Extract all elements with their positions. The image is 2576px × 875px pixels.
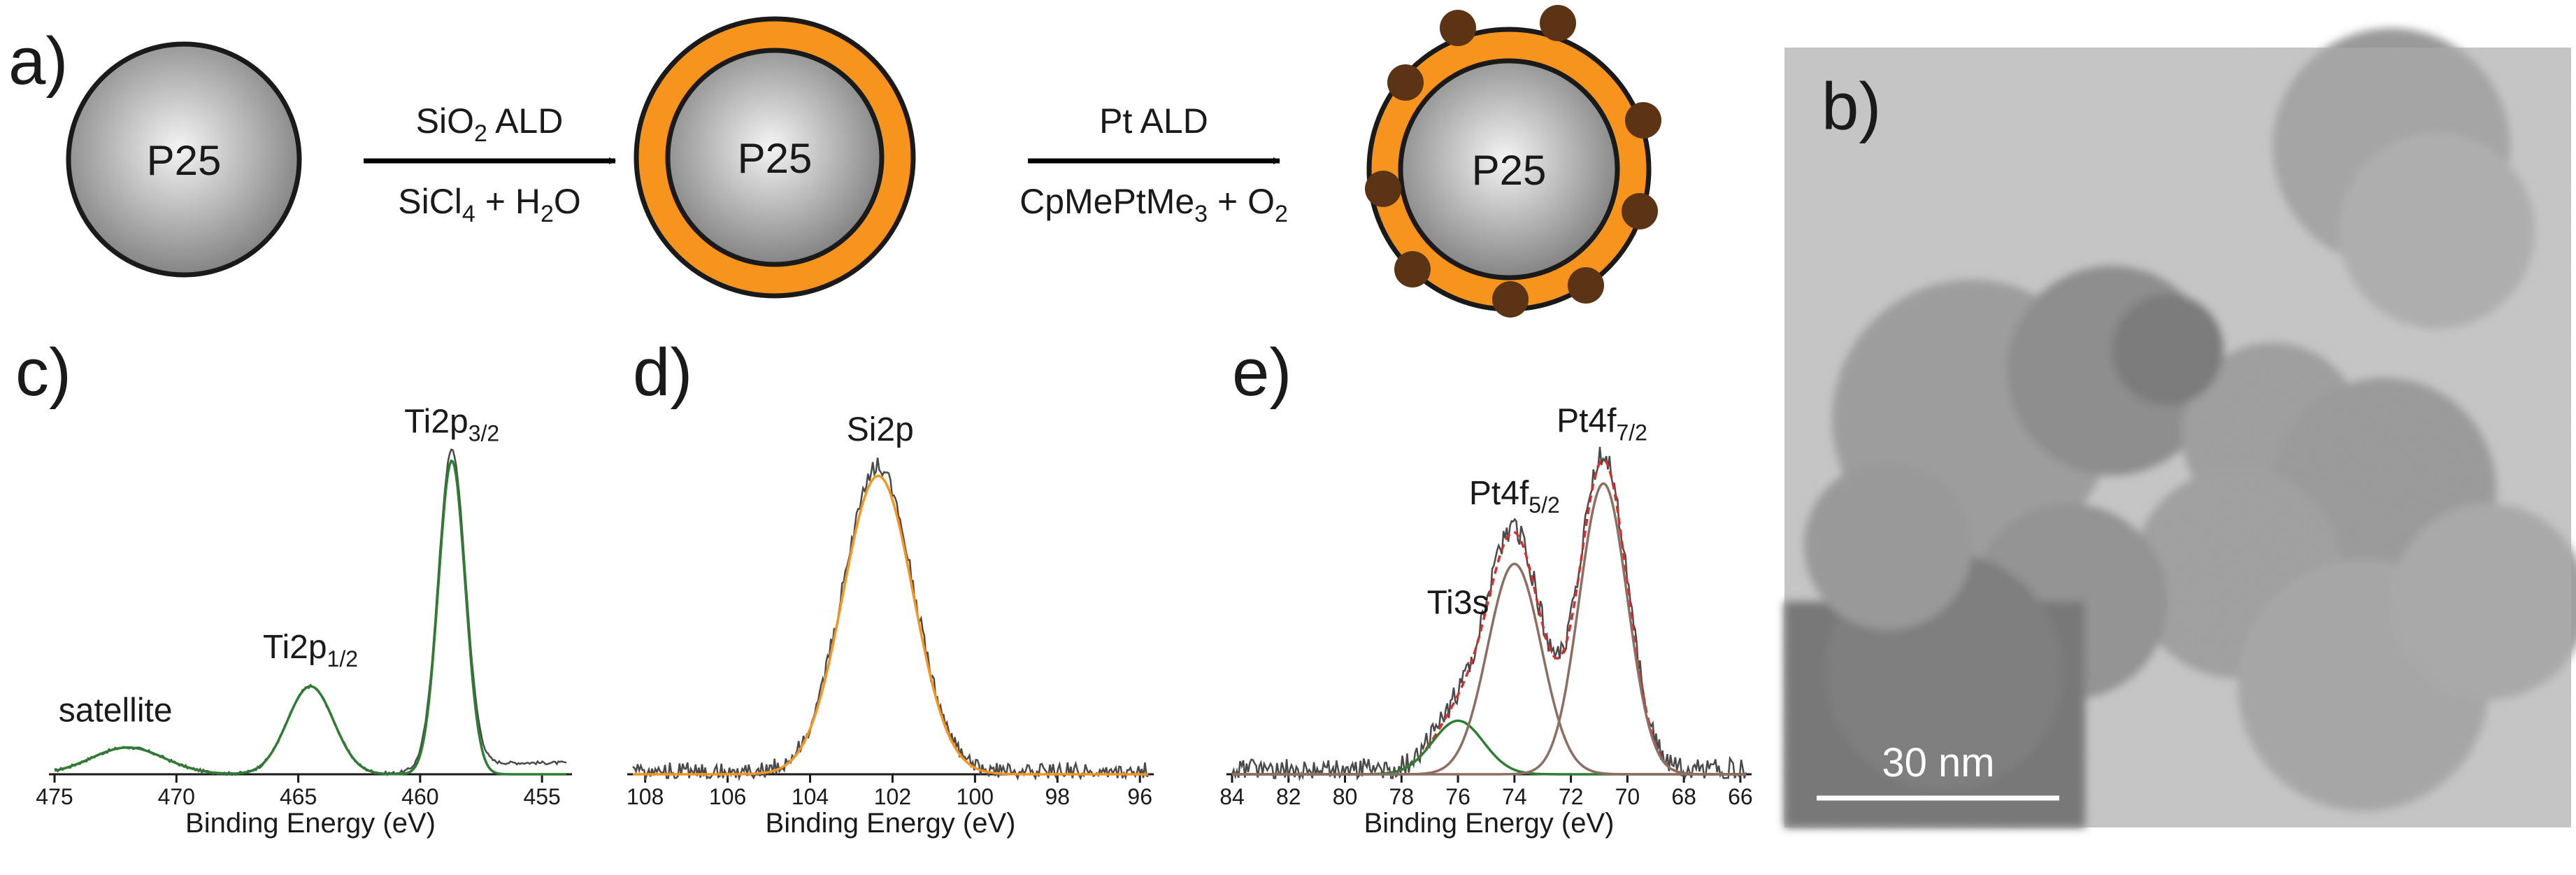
x-tick-label: 106	[709, 784, 746, 809]
x-tick-label: 455	[523, 784, 560, 809]
x-tick-label: 102	[874, 784, 911, 809]
x-tick-label: 78	[1389, 784, 1415, 809]
x-tick-label: 96	[1127, 784, 1152, 809]
step2-precursors: CpMePtMe3 + O2	[1019, 182, 1288, 227]
peak-annotation: satellite	[59, 692, 173, 729]
panel-label-c: c)	[15, 335, 71, 410]
x-tick-label: 68	[1671, 784, 1696, 809]
particle-bare: P25	[66, 41, 302, 278]
series-fit	[54, 459, 566, 776]
particle-sio2-coated: P25	[634, 16, 916, 299]
series-raw	[632, 457, 1149, 782]
panel-label-e: e)	[1232, 335, 1291, 410]
peak-annotation: Ti2p1/2	[263, 629, 358, 671]
x-tick-label: 72	[1559, 784, 1584, 809]
x-axis-label: Binding Energy (eV)	[1364, 808, 1615, 839]
pt-dot	[1622, 193, 1658, 229]
pt-dot	[1540, 5, 1576, 41]
series-fit	[633, 474, 1148, 776]
x-tick-label: 66	[1728, 784, 1753, 809]
pt-nanoparticles	[1365, 5, 1661, 318]
peak-annotation: Ti3s	[1427, 584, 1489, 621]
pt-dot	[1440, 10, 1476, 46]
pt-dot	[1625, 102, 1661, 138]
step1-precursors: SiCl4 + H2O	[398, 182, 581, 227]
xps-ti2p-plot: 475 470 465 460 455 Binding Energy (eV) satell…	[36, 403, 572, 839]
x-tick-label: 98	[1045, 784, 1070, 809]
x-tick-label: 108	[627, 784, 664, 809]
panel-label-a: a)	[8, 24, 68, 99]
x-tick-label: 465	[280, 784, 317, 809]
panel-label-b: b)	[1822, 69, 1881, 144]
x-tick-label: 80	[1333, 784, 1358, 809]
peak-annotation: Pt4f7/2	[1557, 403, 1647, 446]
arrow-pt-ald: Pt ALD CpMePtMe3 + O2	[1019, 101, 1288, 227]
peak-annotation: Ti2p3/2	[404, 403, 499, 446]
particle-label: P25	[1472, 147, 1547, 194]
particle-label: P25	[738, 135, 813, 182]
step1-reagent: SiO2 ALD	[416, 101, 564, 147]
xps-si2p-plot: 108 106 104 102 100 98 96 Binding Energy (eV) Si…	[627, 411, 1154, 839]
pt-dot	[1387, 64, 1424, 101]
pt-dot	[1568, 267, 1604, 304]
peak-annotation: Pt4f5/2	[1469, 475, 1560, 518]
panel-label-d: d)	[633, 335, 692, 410]
pt-dot	[1492, 281, 1529, 318]
arrow-sio2-ald: SiO2 ALD SiCl4 + H2O	[364, 101, 616, 227]
pt-dot	[1365, 171, 1401, 207]
xps-pt4f-plot: 84 82 80 78 76 74 72 70 68 66 Binding Energy (eV) T…	[1219, 403, 1753, 839]
x-tick-label: 74	[1502, 784, 1527, 809]
series-pt4f7-2-fit	[1232, 482, 1746, 776]
scheme-panel: P25 SiO2 ALD SiCl4 + H2O P25 Pt ALD CpMe…	[66, 5, 1661, 318]
x-tick-label: 76	[1445, 784, 1471, 809]
scale-bar-label: 30 nm	[1882, 740, 1994, 785]
x-tick-label: 84	[1219, 784, 1245, 809]
x-tick-label: 460	[401, 784, 438, 809]
peak-annotation: Si2p	[847, 411, 914, 448]
pt-dot	[1394, 251, 1431, 287]
x-tick-label: 100	[957, 784, 994, 809]
x-axis-label: Binding Energy (eV)	[185, 808, 436, 839]
particle-pt-decorated: P25	[1365, 5, 1661, 318]
x-tick-label: 475	[36, 784, 73, 809]
x-axis-label: Binding Energy (eV)	[766, 808, 1016, 839]
tem-image: b) 30 nm	[1784, 28, 2576, 827]
x-tick-label: 82	[1276, 784, 1301, 809]
x-tick-label: 470	[158, 784, 195, 809]
step2-reagent: Pt ALD	[1099, 101, 1208, 141]
x-tick-label: 70	[1615, 784, 1640, 809]
particle-label: P25	[147, 137, 222, 184]
x-tick-label: 104	[792, 784, 829, 809]
